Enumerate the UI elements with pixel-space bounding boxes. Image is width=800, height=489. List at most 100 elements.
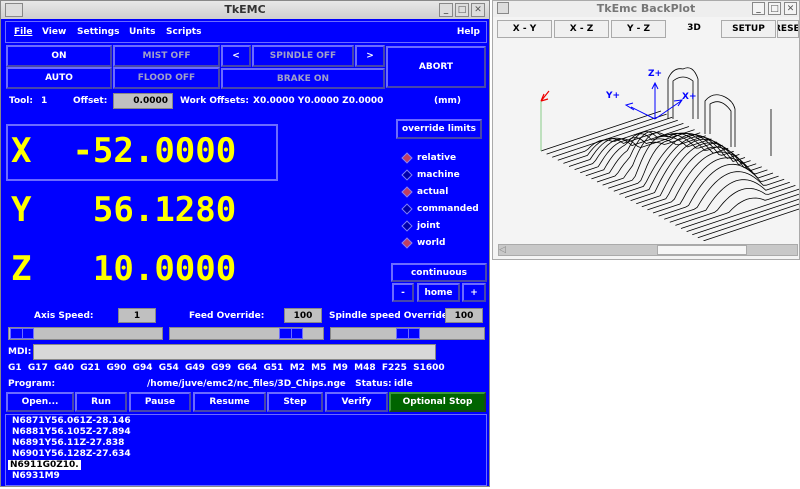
radio-world[interactable]: world <box>401 237 446 249</box>
toolpath-line <box>619 134 740 195</box>
radio-indicator-icon <box>401 152 413 164</box>
radio-actual[interactable]: actual <box>401 186 448 198</box>
radio-commanded[interactable]: commanded <box>401 203 479 215</box>
radio-label: joint <box>417 221 441 231</box>
horizontal-scrollbar[interactable]: ◁ <box>498 244 798 256</box>
spindle-override-value[interactable]: 100 <box>445 308 483 323</box>
backplot-canvas[interactable]: Z+ Y+ X+ <box>493 39 799 241</box>
reset-button[interactable]: RESET <box>777 20 799 38</box>
radio-label: world <box>417 238 446 248</box>
mist-button[interactable]: MIST OFF <box>113 45 220 67</box>
menu-units[interactable]: Units <box>129 27 156 37</box>
status-value: idle <box>394 379 413 389</box>
jog-minus-button[interactable]: - <box>392 283 414 302</box>
axis-speed-value[interactable]: 1 <box>118 308 156 323</box>
axis-label: Y <box>11 190 32 230</box>
slider-thumb[interactable] <box>396 328 420 339</box>
tab-x-z[interactable]: X - Z <box>554 20 609 38</box>
tool-position-arrow-icon <box>540 90 550 102</box>
close-icon[interactable]: ✕ <box>784 2 797 15</box>
window-menu-icon[interactable] <box>497 2 509 14</box>
verify-button[interactable]: Verify <box>325 392 388 412</box>
toolpath-line <box>613 133 734 192</box>
toolpath-line <box>652 157 774 214</box>
axes-gizmo-icon <box>624 81 684 120</box>
jog-plus-button[interactable]: + <box>462 283 486 302</box>
minimize-icon[interactable]: _ <box>439 3 453 17</box>
menu-bar: File View Settings Units Scripts Help <box>5 21 487 43</box>
tab-3d[interactable]: 3D <box>687 23 701 33</box>
program-text[interactable]: N6871Y56.061Z-28.146 N6881Y56.105Z-27.894… <box>5 414 487 486</box>
radio-joint[interactable]: joint <box>401 220 441 232</box>
scroll-left-arrow-icon[interactable]: ◁ <box>499 245 506 255</box>
on-button[interactable]: ON <box>6 45 112 67</box>
pause-button[interactable]: Pause <box>129 392 191 412</box>
toolpath-line <box>546 113 667 155</box>
code-line: N6891Y56.11Z-27.838 <box>12 438 125 448</box>
code-line: N6901Y56.128Z-27.634 <box>12 449 131 459</box>
menu-help[interactable]: Help <box>456 27 480 37</box>
abort-button[interactable]: ABORT <box>386 46 486 88</box>
maximize-icon[interactable]: □ <box>768 2 781 15</box>
spindle-decrease-button[interactable]: < <box>221 45 251 67</box>
toolpath-line <box>591 131 712 180</box>
slider-thumb[interactable] <box>10 328 34 339</box>
brake-button[interactable]: BRAKE ON <box>221 68 385 89</box>
menu-file[interactable]: File <box>14 27 33 37</box>
radio-indicator-icon <box>401 186 413 198</box>
scrollbar-thumb[interactable] <box>657 245 747 255</box>
menu-settings[interactable]: Settings <box>77 27 120 37</box>
override-limits-button[interactable]: override limits <box>396 119 482 139</box>
units-label: (mm) <box>434 96 461 106</box>
axis-label-z: Z+ <box>648 69 662 79</box>
open-button[interactable]: Open... <box>6 392 74 412</box>
step-button[interactable]: Step <box>267 392 323 412</box>
backplot-title-bar: TkEmc BackPlot _ □ ✕ <box>493 1 799 17</box>
spindle-increase-button[interactable]: > <box>355 45 385 67</box>
jog-mode-button[interactable]: continuous <box>391 263 487 282</box>
title-bar: TkEMC _ □ ✕ <box>1 1 489 19</box>
work-offsets-label: Work Offsets: <box>180 96 250 106</box>
tkemc-window: TkEMC _ □ ✕ File View Settings Units Scr… <box>0 0 490 487</box>
toolpath-line <box>540 110 662 152</box>
tab-y-z[interactable]: Y - Z <box>611 20 666 38</box>
menu-view[interactable]: View <box>42 27 67 37</box>
setup-button[interactable]: SETUP <box>721 20 776 38</box>
spindle-override-slider[interactable] <box>330 327 485 340</box>
spindle-override-label: Spindle speed Override: <box>329 311 452 321</box>
toolpath-line <box>658 163 779 217</box>
radio-machine[interactable]: machine <box>401 169 460 181</box>
axis-speed-slider[interactable] <box>8 327 163 340</box>
close-icon[interactable]: ✕ <box>471 3 485 17</box>
code-line: N6931M9 <box>12 471 60 481</box>
resume-button[interactable]: Resume <box>193 392 266 412</box>
maximize-icon[interactable]: □ <box>455 3 469 17</box>
auto-button[interactable]: AUTO <box>6 67 112 89</box>
flood-button[interactable]: FLOOD OFF <box>113 67 220 89</box>
radio-relative[interactable]: relative <box>401 152 457 164</box>
feed-override-slider[interactable] <box>169 327 324 340</box>
active-gcodes: G1 G17 G40 G21 G90 G94 G54 G49 G99 G64 G… <box>8 363 445 373</box>
mdi-label: MDI: <box>8 347 32 357</box>
home-button[interactable]: home <box>417 283 460 302</box>
mdi-input[interactable] <box>33 344 436 360</box>
spindle-button[interactable]: SPINDLE OFF <box>252 45 354 67</box>
axis-label: Z <box>11 249 32 289</box>
feed-override-value[interactable]: 100 <box>284 308 322 323</box>
toolpath-line <box>636 142 757 205</box>
toolpath-line <box>680 188 799 229</box>
slider-thumb[interactable] <box>279 328 303 339</box>
toolpath-line <box>697 203 799 239</box>
toolpath-line <box>675 185 796 226</box>
toolpath-line <box>585 133 706 177</box>
optional-stop-button[interactable]: Optional Stop <box>389 392 486 412</box>
minimize-icon[interactable]: _ <box>752 2 765 15</box>
window-menu-icon[interactable] <box>5 3 23 17</box>
axis-label: X <box>11 131 32 171</box>
radio-label: relative <box>417 153 457 163</box>
radio-indicator-icon <box>401 169 413 181</box>
run-button[interactable]: Run <box>75 392 127 412</box>
menu-scripts[interactable]: Scripts <box>166 27 202 37</box>
tab-x-y[interactable]: X - Y <box>497 20 552 38</box>
feed-override-label: Feed Override: <box>189 311 265 321</box>
